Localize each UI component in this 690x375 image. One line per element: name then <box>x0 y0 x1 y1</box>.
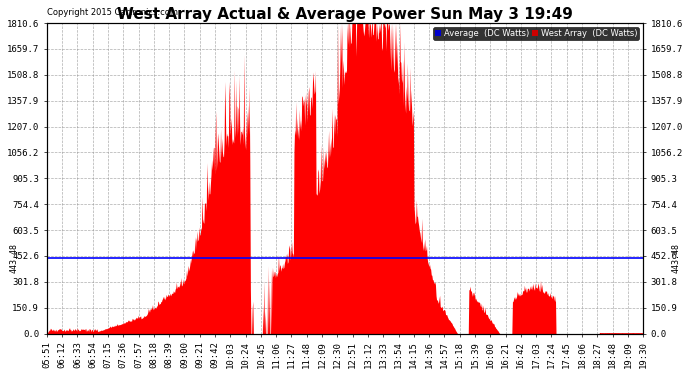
Text: 443.48: 443.48 <box>10 243 19 273</box>
Text: 443.48: 443.48 <box>671 243 680 273</box>
Legend: Average  (DC Watts), West Array  (DC Watts): Average (DC Watts), West Array (DC Watts… <box>433 27 639 40</box>
Text: Copyright 2015 Cartronics.com: Copyright 2015 Cartronics.com <box>47 8 178 17</box>
Title: West Array Actual & Average Power Sun May 3 19:49: West Array Actual & Average Power Sun Ma… <box>117 7 573 22</box>
